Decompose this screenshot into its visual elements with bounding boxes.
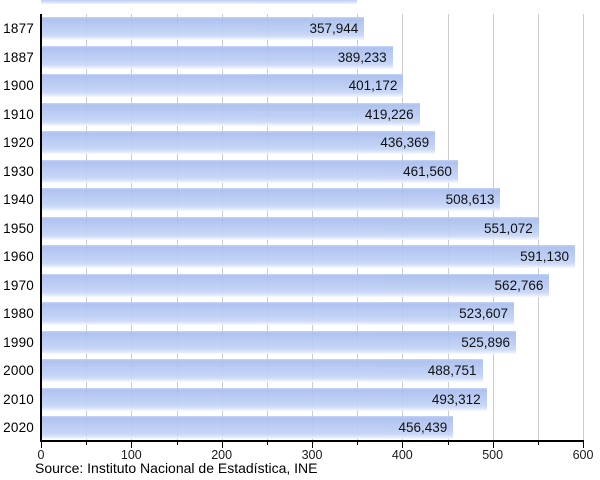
population-bar: 525,896 — [41, 330, 517, 354]
population-bar: 436,369 — [41, 131, 436, 155]
major-tick — [312, 441, 313, 448]
gridline — [583, 14, 584, 440]
major-tick — [402, 441, 404, 448]
minor-tick — [357, 441, 359, 445]
bar-row: 1930 461,560 — [0, 155, 600, 184]
value-label: 488,751 — [427, 363, 477, 379]
x-tick-label: 100 — [120, 448, 142, 462]
value-label: 508,613 — [445, 192, 495, 208]
year-label: 1930 — [3, 163, 34, 179]
year-label: 1980 — [3, 306, 34, 322]
bar-row: 2010 493,312 — [0, 383, 600, 412]
bar-row: 1980 523,607 — [0, 297, 600, 326]
bar-row: 1900 401,172 — [0, 69, 600, 98]
minor-tick — [447, 441, 449, 445]
x-tick-label: 600 — [572, 448, 594, 462]
minor-tick — [266, 441, 268, 445]
year-label: 1960 — [3, 249, 34, 265]
value-label: 357,944 — [309, 21, 359, 36]
major-tick — [221, 441, 223, 448]
major-tick — [131, 441, 133, 448]
minor-tick — [176, 441, 178, 445]
bar-row: 1887 389,233 — [0, 41, 600, 70]
value-label: 389,233 — [337, 49, 387, 65]
year-label: 1920 — [3, 135, 34, 151]
value-label: 523,607 — [459, 306, 508, 322]
year-label: 2000 — [3, 363, 34, 379]
x-axis-line — [40, 440, 584, 442]
source-caption: Source: Instituto Nacional de Estadístic… — [35, 460, 318, 476]
bar-row: 1970 562,766 — [0, 269, 600, 298]
population-bar: 591,130 — [41, 245, 575, 269]
value-label: 419,226 — [364, 106, 414, 122]
value-label: 456,439 — [398, 420, 448, 436]
value-label: 525,896 — [461, 334, 511, 350]
x-tick-label: 400 — [391, 448, 413, 462]
bar-row: 1940 508,613 — [0, 183, 600, 212]
year-label: 1900 — [3, 78, 34, 94]
population-bar: 419,226 — [41, 102, 420, 126]
value-label: 551,072 — [483, 220, 533, 236]
population-bar: 508,613 — [41, 188, 501, 212]
major-tick — [492, 441, 494, 448]
population-bar: 401,172 — [41, 74, 404, 98]
population-bar: 523,607 — [41, 302, 514, 326]
bar-row: 1910 419,226 — [0, 98, 600, 127]
value-label: 461,560 — [403, 163, 452, 179]
minor-tick — [537, 441, 539, 445]
x-tick-label: 200 — [211, 448, 233, 462]
year-label: 1887 — [3, 49, 34, 65]
bar-row: 1990 525,896 — [0, 326, 600, 355]
bar-row: 1960 591,130 — [0, 240, 600, 269]
year-label: 1950 — [3, 220, 34, 236]
major-tick — [583, 441, 584, 448]
year-label: 2020 — [3, 420, 34, 436]
population-bar: 551,072 — [41, 216, 539, 240]
x-tick-label: 0 — [37, 448, 45, 462]
year-label: 1970 — [3, 277, 34, 293]
major-tick — [41, 441, 42, 448]
y-axis-line — [40, 14, 42, 441]
population-bar: 493,312 — [41, 387, 487, 411]
value-label: 436,369 — [380, 135, 430, 151]
year-label: 1877 — [3, 21, 34, 36]
population-bar: 461,560 — [41, 159, 458, 183]
year-label: 2010 — [3, 391, 34, 407]
bar-row: 1950 551,072 — [0, 212, 600, 241]
year-label: 1940 — [3, 192, 34, 208]
year-label: 1910 — [3, 106, 34, 122]
value-label: 591,130 — [520, 249, 569, 265]
value-label: 493,312 — [431, 391, 481, 407]
population-bar: 456,439 — [41, 416, 454, 440]
population-bar: 389,233 — [41, 45, 393, 69]
population-bar: 562,766 — [41, 273, 550, 297]
bar-row: 1920 436,369 — [0, 126, 600, 155]
population-bar: 357,944 — [41, 17, 365, 40]
year-label: 1990 — [3, 334, 34, 350]
minor-tick — [86, 441, 88, 445]
cropped-bar-sliver — [41, 0, 357, 4]
bar-row: 1877 357,944 — [0, 12, 600, 41]
bar-row: 2000 488,751 — [0, 354, 600, 383]
bar-row: 2020 456,439 — [0, 411, 600, 440]
population-bar: 488,751 — [41, 359, 483, 383]
value-label: 562,766 — [494, 277, 544, 293]
x-tick-label: 300 — [301, 448, 323, 462]
x-tick-label: 500 — [482, 448, 504, 462]
value-label: 401,172 — [348, 78, 398, 94]
